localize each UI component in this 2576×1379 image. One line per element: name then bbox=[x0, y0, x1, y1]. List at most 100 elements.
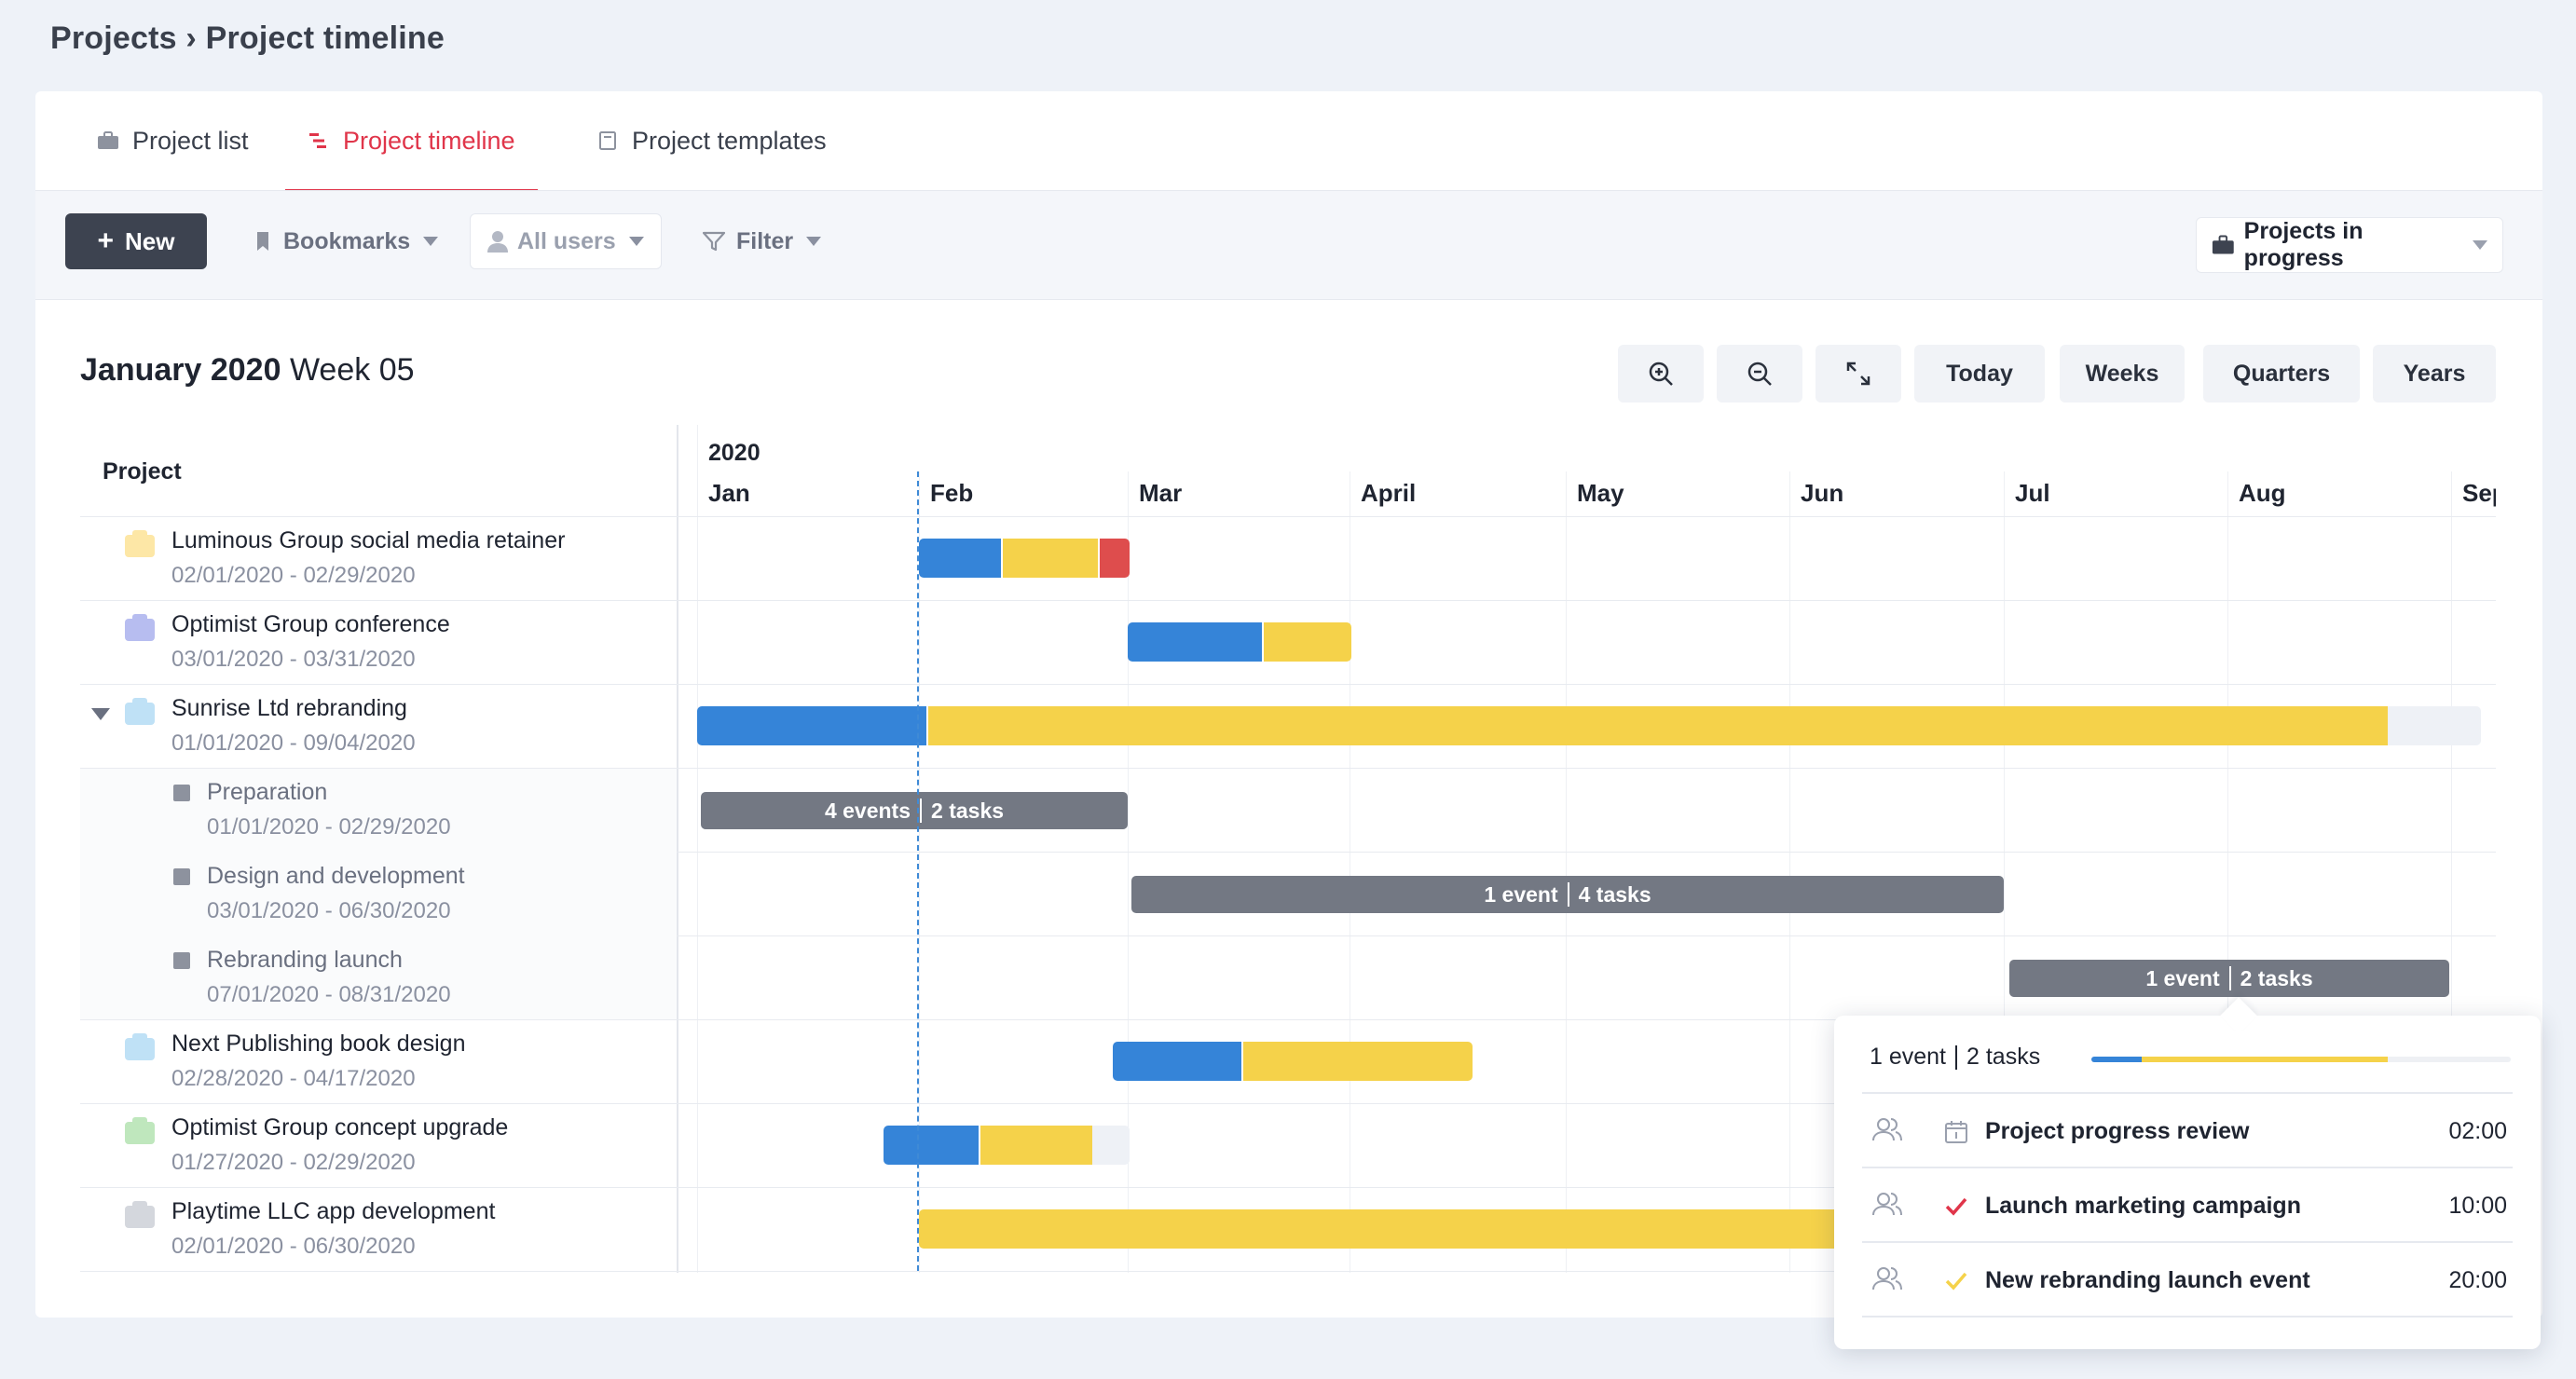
project-bar[interactable] bbox=[919, 539, 1130, 578]
quarters-button[interactable]: Quarters bbox=[2203, 345, 2360, 403]
project-dates: 02/01/2020 - 02/29/2020 bbox=[171, 563, 416, 588]
separator bbox=[920, 799, 923, 823]
popup-item[interactable]: New rebranding launch event 20:00 bbox=[1862, 1241, 2513, 1316]
project-name[interactable]: Sunrise Ltd rebranding bbox=[171, 695, 407, 721]
chevron-down-icon bbox=[423, 237, 439, 246]
popup-progress-bar bbox=[2091, 1057, 2511, 1062]
bookmarks-dropdown[interactable]: Bookmarks bbox=[255, 213, 439, 269]
tasks-count: 4 tasks bbox=[1578, 881, 1651, 907]
phase-bar[interactable]: 1 event 2 tasks bbox=[2009, 960, 2449, 997]
phase-name[interactable]: Design and development bbox=[207, 863, 465, 889]
bar-segment-yellow bbox=[980, 1126, 1092, 1165]
popup-item[interactable]: Launch marketing campaign 10:00 bbox=[1862, 1167, 2513, 1241]
collapse-toggle-icon[interactable] bbox=[91, 708, 110, 720]
bar-segment-remaining bbox=[1092, 1126, 1130, 1165]
popup-item[interactable]: Project progress review 02:00 bbox=[1862, 1092, 2513, 1167]
bar-segment-yellow bbox=[919, 1209, 1851, 1249]
chevron-down-icon bbox=[628, 237, 644, 246]
segment-gap bbox=[1001, 539, 1003, 578]
project-name[interactable]: Next Publishing book design bbox=[171, 1031, 466, 1057]
month-label: Sep bbox=[2462, 479, 2496, 507]
tab-label: Project list bbox=[132, 126, 249, 155]
project-bar[interactable] bbox=[919, 1209, 1851, 1249]
progress-blue bbox=[2091, 1057, 2142, 1062]
timeline-icon bbox=[309, 133, 326, 148]
bar-segment-red bbox=[1100, 539, 1130, 578]
filter-dropdown[interactable]: Filter bbox=[703, 213, 822, 269]
user-icon bbox=[487, 231, 508, 253]
events-count: 1 event bbox=[1484, 881, 1558, 907]
project-name[interactable]: Playtime LLC app development bbox=[171, 1198, 496, 1224]
separator bbox=[1567, 882, 1569, 907]
template-icon bbox=[599, 131, 616, 150]
segment-gap bbox=[1241, 1042, 1243, 1081]
month-label: Mar bbox=[1139, 479, 1183, 507]
phase-name[interactable]: Preparation bbox=[207, 779, 328, 805]
all-users-dropdown[interactable]: All users bbox=[470, 213, 662, 269]
project-dates: 01/01/2020 - 09/04/2020 bbox=[171, 730, 416, 756]
bar-segment-blue bbox=[1113, 1042, 1241, 1081]
popup-item-time: 20:00 bbox=[2448, 1267, 2507, 1293]
folder-icon bbox=[125, 614, 155, 641]
phase-bar[interactable]: 1 event 4 tasks bbox=[1131, 876, 2004, 913]
project-bar[interactable] bbox=[884, 1126, 1130, 1165]
plus-icon: + bbox=[97, 225, 115, 256]
segment-gap bbox=[979, 1126, 980, 1165]
tab-project-templates[interactable]: Project templates bbox=[596, 91, 827, 190]
period-title: January 2020 Week 05 bbox=[80, 352, 415, 388]
check-red-icon bbox=[1945, 1197, 1967, 1216]
expand-icon bbox=[1846, 362, 1870, 386]
tab-label: Project templates bbox=[632, 126, 827, 155]
today-button[interactable]: Today bbox=[1914, 345, 2045, 403]
phase-dates: 03/01/2020 - 06/30/2020 bbox=[207, 898, 451, 923]
phase-icon bbox=[173, 785, 190, 801]
phase-dates: 07/01/2020 - 08/31/2020 bbox=[207, 982, 451, 1007]
bar-segment-yellow bbox=[1003, 539, 1098, 578]
month-gridline bbox=[1128, 471, 1129, 1273]
chart-left-edge bbox=[697, 425, 698, 1273]
years-button[interactable]: Years bbox=[2373, 345, 2496, 403]
bar-segment-blue bbox=[697, 706, 926, 745]
popup-bottom-divider bbox=[1862, 1316, 2513, 1318]
zoom-out-button[interactable] bbox=[1717, 345, 1802, 403]
bar-segment-yellow bbox=[928, 706, 2388, 745]
month-label: Feb bbox=[930, 479, 974, 507]
folder-icon bbox=[125, 530, 155, 557]
tasks-count: 2 tasks bbox=[931, 798, 1005, 823]
zoom-in-button[interactable] bbox=[1618, 345, 1704, 403]
project-name[interactable]: Optimist Group conference bbox=[171, 611, 450, 637]
row-divider bbox=[80, 516, 2496, 517]
project-name[interactable]: Luminous Group social media retainer bbox=[171, 527, 566, 553]
calendar-icon bbox=[1945, 1121, 1967, 1143]
month-label: May bbox=[1577, 479, 1624, 507]
popup-item-time: 10:00 bbox=[2448, 1193, 2507, 1219]
project-bar[interactable] bbox=[1128, 622, 1351, 662]
status-select[interactable]: Projects in progress bbox=[2196, 217, 2503, 273]
phase-name[interactable]: Rebranding launch bbox=[207, 947, 403, 973]
project-bar[interactable] bbox=[697, 706, 2481, 745]
project-bar[interactable] bbox=[1113, 1042, 1473, 1081]
tab-label: Project timeline bbox=[343, 126, 515, 155]
new-button[interactable]: + New bbox=[65, 213, 207, 269]
month-label: April bbox=[1361, 479, 1417, 507]
project-column-header: Project bbox=[103, 458, 182, 485]
folder-icon bbox=[125, 1117, 155, 1144]
expand-button[interactable] bbox=[1816, 345, 1901, 403]
project-dates: 03/01/2020 - 03/31/2020 bbox=[171, 647, 416, 672]
weeks-button[interactable]: Weeks bbox=[2060, 345, 2185, 403]
users-icon bbox=[1872, 1118, 1902, 1141]
users-icon bbox=[1872, 1193, 1902, 1216]
tab-project-list[interactable]: Project list bbox=[97, 91, 249, 190]
project-dates: 02/28/2020 - 04/17/2020 bbox=[171, 1066, 416, 1091]
events-count: 1 event bbox=[1870, 1044, 1947, 1070]
project-dates: 01/27/2020 - 02/29/2020 bbox=[171, 1150, 416, 1175]
zoom-out-icon bbox=[1747, 362, 1772, 386]
segment-gap bbox=[926, 706, 928, 745]
events-count: 4 events bbox=[824, 798, 911, 823]
row-divider bbox=[80, 852, 2496, 853]
phase-details-popup: 1 event 2 tasks Project progress review 0… bbox=[1834, 1016, 2541, 1349]
project-name[interactable]: Optimist Group concept upgrade bbox=[171, 1114, 509, 1140]
folder-icon bbox=[125, 1201, 155, 1228]
project-dates: 02/01/2020 - 06/30/2020 bbox=[171, 1234, 416, 1259]
phase-bar[interactable]: 4 events 2 tasks bbox=[701, 792, 1128, 829]
